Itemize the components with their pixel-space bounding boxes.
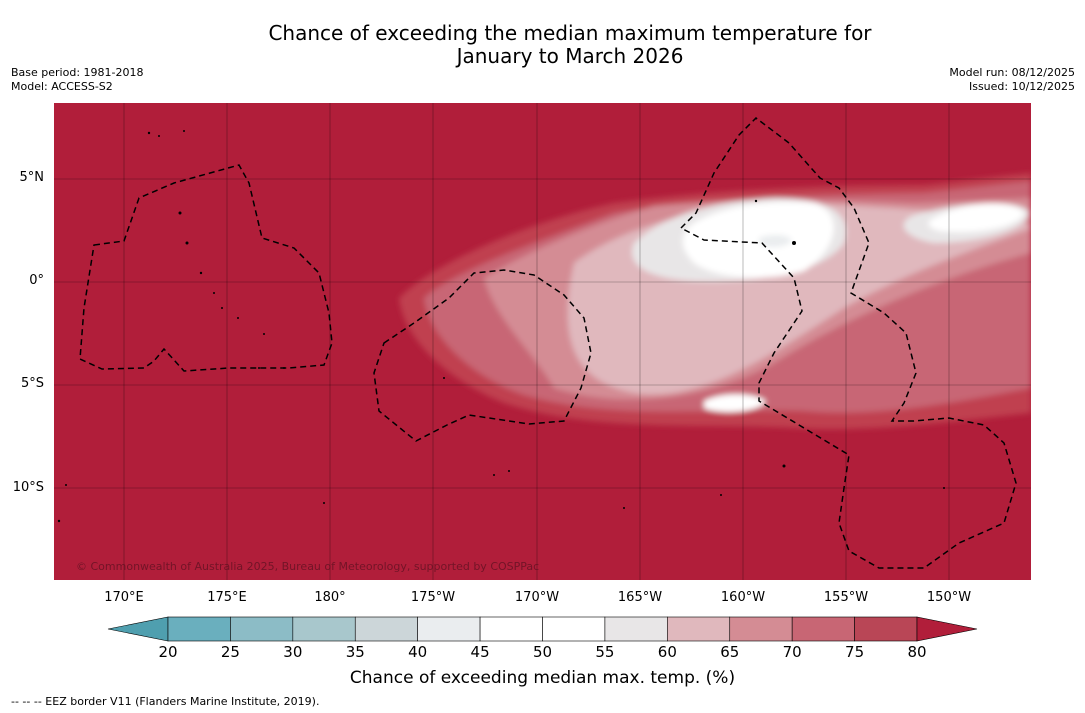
colorbar-bin-25-30 xyxy=(230,616,294,642)
colorbar-bin-35-40 xyxy=(354,616,418,642)
copyright-note: © Commonwealth of Australia 2025, Bureau… xyxy=(76,560,539,573)
eez-kiribati-phoenix xyxy=(373,269,592,442)
colorbar-bin-45-50 xyxy=(479,616,543,642)
colorbar-tick-65: 65 xyxy=(720,643,740,661)
colorbar-bin-40-45 xyxy=(417,616,481,642)
colorbar-bin-70-75 xyxy=(791,616,855,642)
eez-borders xyxy=(79,117,1017,569)
colorbar xyxy=(106,614,980,648)
info-left: Base period: 1981-2018 Model: ACCESS-S2 xyxy=(11,66,143,94)
lon-label-165w: 165°W xyxy=(617,590,663,605)
contour-50 xyxy=(682,201,834,278)
lon-label-155w: 155°W xyxy=(823,590,869,605)
colorbar-tick-50: 50 xyxy=(532,643,553,661)
eez-legend: -- -- -- EEZ border V11 (Flanders Marine… xyxy=(11,695,320,708)
colorbar-bin-20-25 xyxy=(167,616,231,642)
colorbar-tick-45: 45 xyxy=(470,643,490,661)
base-period: Base period: 1981-2018 xyxy=(11,66,144,79)
map-title: Chance of exceeding the median maximum t… xyxy=(0,22,1085,68)
colorbar-bin-60-65 xyxy=(667,616,731,642)
graticule xyxy=(54,103,1031,580)
lat-label-5n: 5°N xyxy=(19,170,45,185)
colorbar-tick-35: 35 xyxy=(345,643,365,661)
colorbar-bin-65-70 xyxy=(729,616,793,642)
colorbar-tick-55: 55 xyxy=(595,643,615,661)
lon-label-180: 180° xyxy=(314,590,346,605)
contour-50-south xyxy=(704,394,766,413)
colorbar-tick-20: 20 xyxy=(158,643,178,661)
colorbar-bin-30-35 xyxy=(292,616,356,642)
colorbar-bin-50-55 xyxy=(542,616,606,642)
eez-kiribati-gilbert xyxy=(79,164,333,372)
colorbar-swatches xyxy=(107,616,978,642)
colorbar-tick-80: 80 xyxy=(907,643,927,661)
issued-date: Issued: 10/12/2025 xyxy=(968,80,1075,93)
probability-contours xyxy=(399,173,1031,430)
colorbar-bin-55-60 xyxy=(604,616,668,642)
eez-kiribati-line xyxy=(679,117,1017,569)
islands xyxy=(57,130,945,523)
lon-label-150w: 150°W xyxy=(926,590,972,605)
model-run: Model run: 08/12/2025 xyxy=(949,66,1075,79)
colorbar-tick-70: 70 xyxy=(782,643,802,661)
model-name: Model: ACCESS-S2 xyxy=(11,80,113,93)
lat-label-0: 0° xyxy=(29,273,44,288)
lon-label-170w: 170°W xyxy=(514,590,560,605)
lon-label-170e: 170°E xyxy=(104,590,144,605)
contour-45 xyxy=(759,234,792,248)
colorbar-under-triangle xyxy=(107,616,169,642)
contour-50-east xyxy=(928,203,1024,233)
colorbar-tick-25: 25 xyxy=(220,643,240,661)
colorbar-tick-75: 75 xyxy=(845,643,865,661)
forecast-map: © Commonwealth of Australia 2025, Bureau… xyxy=(54,103,1031,580)
colorbar-tick-60: 60 xyxy=(657,643,677,661)
colorbar-tick-30: 30 xyxy=(283,643,303,661)
info-right: Model run: 08/12/2025 Issued: 10/12/2025 xyxy=(949,66,1075,94)
colorbar-over-triangle xyxy=(916,616,978,642)
lat-label-5s: 5°S xyxy=(20,376,44,391)
colorbar-label: Chance of exceeding median max. temp. (%… xyxy=(349,668,736,688)
lat-label-10s: 10°S xyxy=(12,480,44,495)
colorbar-bin-75-80 xyxy=(854,616,918,642)
title-line-1: Chance of exceeding the median maximum t… xyxy=(268,21,872,45)
colorbar-tick-40: 40 xyxy=(408,643,428,661)
lon-label-160w: 160°W xyxy=(720,590,766,605)
lon-label-175w: 175°W xyxy=(410,590,456,605)
title-line-2: January to March 2026 xyxy=(456,44,684,68)
lon-label-175e: 175°E xyxy=(207,590,247,605)
